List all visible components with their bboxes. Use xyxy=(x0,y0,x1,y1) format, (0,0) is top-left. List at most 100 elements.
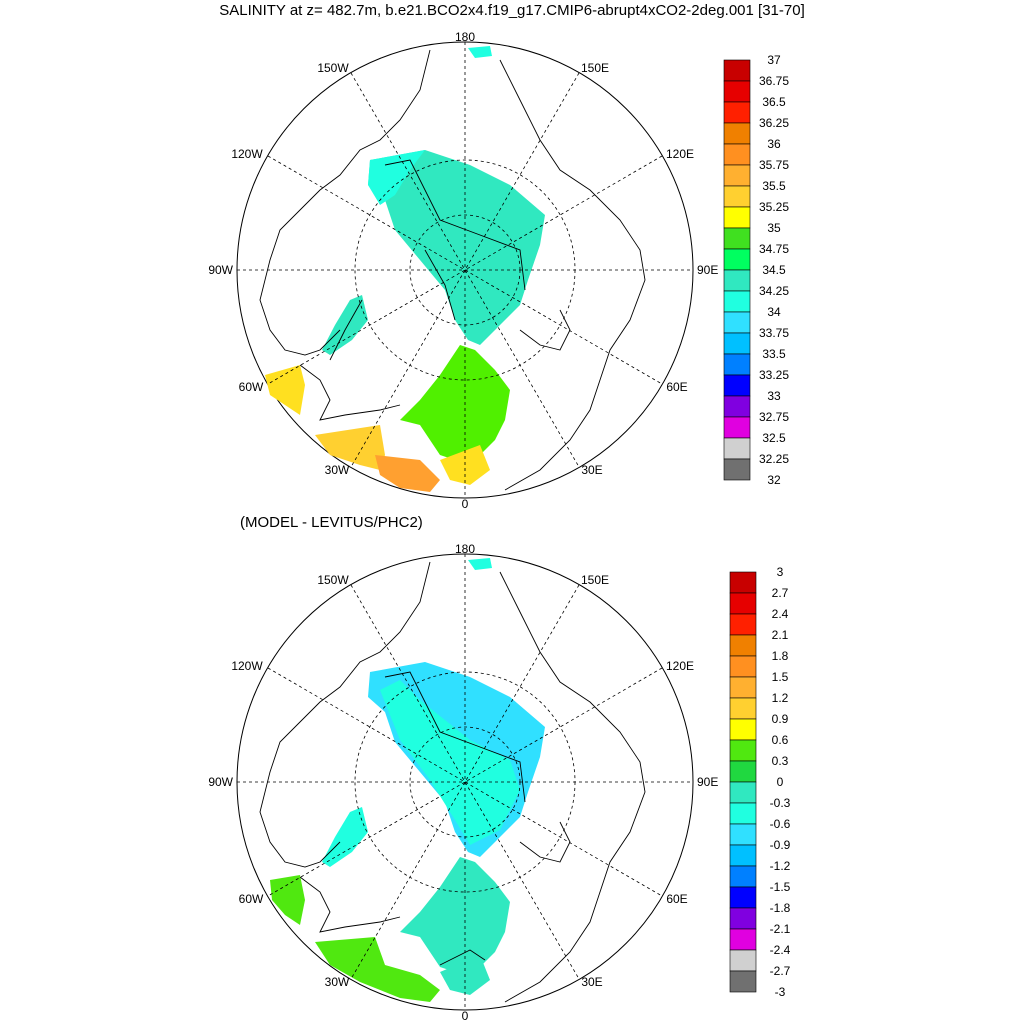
lon-label-150w: 150W xyxy=(317,61,349,75)
colorbar-label: 2.7 xyxy=(772,586,789,600)
colorbar-swatch xyxy=(729,718,757,741)
colorbar-swatch xyxy=(723,164,751,187)
coastlines xyxy=(259,561,646,1003)
colorbar-swatch xyxy=(723,437,751,460)
colorbar-swatch xyxy=(723,269,751,292)
nordic-diff-fill xyxy=(400,857,510,972)
lon-label-90e: 90E xyxy=(697,263,718,277)
lon-label-60w: 60W xyxy=(239,892,264,906)
colorbar-label: 34 xyxy=(767,305,781,319)
lon-label-180: 180 xyxy=(455,30,475,44)
lon-label-150e: 150E xyxy=(581,573,609,587)
lon-label-30w: 30W xyxy=(325,975,350,989)
colorbar-label: 3 xyxy=(777,565,784,579)
colorbar-swatch xyxy=(723,248,751,271)
colorbar-swatch xyxy=(729,865,757,888)
colorbar-label: 33 xyxy=(767,389,781,403)
colorbar-swatch xyxy=(729,739,757,762)
cyan-lobe xyxy=(368,150,425,205)
colorbar-label: -0.9 xyxy=(770,838,791,852)
colorbar-label: 0.6 xyxy=(772,733,789,747)
coastlines xyxy=(259,49,646,491)
lon-label-90e: 90E xyxy=(697,775,718,789)
colorbar-swatch xyxy=(729,823,757,846)
colorbar-label: -2.1 xyxy=(770,922,791,936)
colorbar-swatch xyxy=(729,655,757,678)
colorbar-swatch xyxy=(729,949,757,972)
labrador-fill xyxy=(265,365,305,415)
colorbar-label: 32 xyxy=(767,473,781,487)
lon-label-120e: 120E xyxy=(666,659,694,673)
colorbar-swatch xyxy=(723,59,751,82)
colorbar-swatch xyxy=(723,80,751,103)
arctic-basin-fill xyxy=(368,150,545,345)
colorbar-label: -1.8 xyxy=(770,901,791,915)
lon-label-60e: 60E xyxy=(666,380,687,394)
colorbar-label: 0.9 xyxy=(772,712,789,726)
colorbar-swatch xyxy=(729,760,757,783)
colorbar-swatch xyxy=(729,676,757,699)
colorbar-label: 1.8 xyxy=(772,649,789,663)
difference-colorbar: 3 2.7 2.4 2.1 1.8 1.5 1.2 0.9 0.6 0.3 0 -0.3 -0.6 -0.… xyxy=(729,565,791,999)
arctic-inner-diff-fill xyxy=(380,680,520,845)
colorbar-swatch xyxy=(723,353,751,376)
colorbar-swatch xyxy=(729,844,757,867)
colorbar-swatch xyxy=(729,802,757,825)
lon-label-30w: 30W xyxy=(325,463,350,477)
colorbar-label: -0.6 xyxy=(770,817,791,831)
lon-label-0: 0 xyxy=(462,1009,469,1023)
colorbar-label: 32.75 xyxy=(759,410,789,424)
lon-label-90w: 90W xyxy=(208,775,233,789)
colorbar-swatch xyxy=(723,101,751,124)
colorbar-label: 0.3 xyxy=(772,754,789,768)
lon-label-120w: 120W xyxy=(231,147,263,161)
atlantic-orange-fill xyxy=(375,455,440,492)
colorbar-label: -0.3 xyxy=(770,796,791,810)
lon-label-150e: 150E xyxy=(581,61,609,75)
colorbar-label: 33.75 xyxy=(759,326,789,340)
colorbar-label: -1.2 xyxy=(770,859,791,873)
colorbar-swatch xyxy=(729,928,757,951)
colorbar-label: 36.75 xyxy=(759,74,789,88)
colorbar-label: 34.5 xyxy=(762,263,786,277)
colorbar-label: 2.1 xyxy=(772,628,789,642)
colorbar-label: 35.5 xyxy=(762,179,786,193)
colorbar-swatch xyxy=(729,970,757,993)
colorbar-label: 36 xyxy=(767,137,781,151)
atlantic-diff-fill xyxy=(315,937,440,1002)
colorbar-swatch xyxy=(723,290,751,313)
colorbar-label: 33.25 xyxy=(759,368,789,382)
colorbar-swatch xyxy=(723,185,751,208)
colorbar-swatch xyxy=(729,886,757,909)
lon-label-120e: 120E xyxy=(666,147,694,161)
colorbar-label: 1.2 xyxy=(772,691,789,705)
colorbar-label: -2.4 xyxy=(770,943,791,957)
lon-label-60e: 60E xyxy=(666,892,687,906)
colorbar-swatch xyxy=(723,311,751,334)
colorbar-label: 1.5 xyxy=(772,670,789,684)
colorbar-swatch xyxy=(729,613,757,636)
colorbar-label: 34.75 xyxy=(759,242,789,256)
colorbar-label: 34.25 xyxy=(759,284,789,298)
colorbar-label: -2.7 xyxy=(770,964,791,978)
graticule xyxy=(237,554,693,1010)
difference-map: 180 0 90W 90E 150W 150E 120W 120E 60W 60… xyxy=(208,542,790,1023)
colorbar-label: 36.5 xyxy=(762,95,786,109)
labrador-diff-fill xyxy=(270,875,305,925)
colorbar-swatch xyxy=(729,907,757,930)
colorbar-label: 35 xyxy=(767,221,781,235)
colorbar-swatch xyxy=(723,227,751,250)
colorbar-swatch xyxy=(723,395,751,418)
figure-title: SALINITY at z= 482.7m, b.e21.BCO2x4.f19_… xyxy=(219,2,805,19)
salinity-colorbar: 37 36.75 36.5 36.25 36 35.75 35.5 35.25 35 34.75 3… xyxy=(723,53,789,487)
colorbar-label: 2.4 xyxy=(772,607,789,621)
colorbar-swatch xyxy=(729,592,757,615)
bering-diff-fill xyxy=(468,558,492,570)
nordic-seas-fill xyxy=(400,345,510,460)
colorbar-label: -1.5 xyxy=(770,880,791,894)
salinity-map: 180 0 90W 90E 150W 150E 120W 120E 60W 60… xyxy=(208,30,789,511)
lon-label-0: 0 xyxy=(462,497,469,511)
graticule xyxy=(237,42,693,498)
colorbar-swatch xyxy=(723,374,751,397)
